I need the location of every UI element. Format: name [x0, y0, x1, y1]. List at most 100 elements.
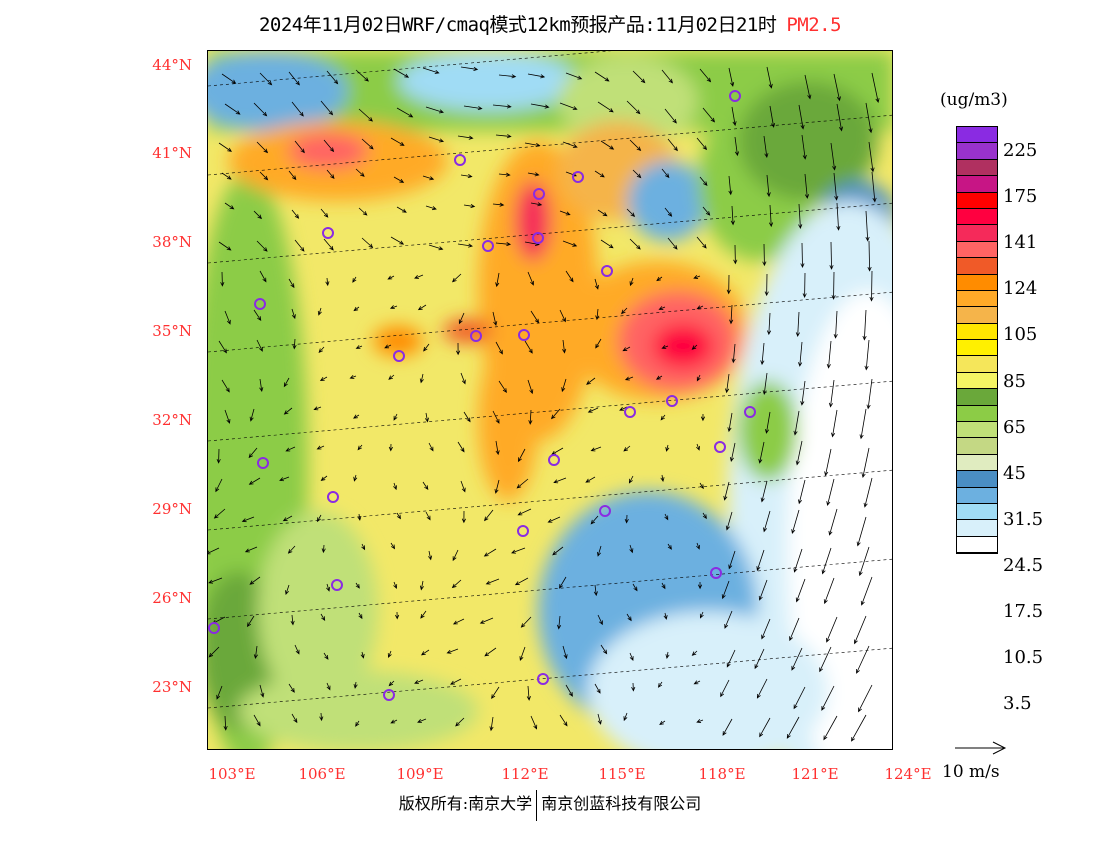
wind-arrow	[768, 204, 774, 228]
wind-arrow	[460, 480, 466, 493]
wind-arrow	[594, 71, 610, 82]
wind-arrow	[491, 686, 500, 700]
wind-arrow	[626, 208, 636, 217]
wind-arrow	[663, 612, 668, 620]
wind-arrow	[665, 651, 670, 659]
wind-arrow	[629, 238, 641, 250]
wind-arrow	[664, 108, 677, 124]
wind-arrow	[795, 578, 806, 603]
wind-arrow	[562, 141, 578, 148]
wind-arrow	[396, 107, 414, 118]
wind-arrow	[697, 581, 703, 590]
wind-arrow	[734, 136, 740, 157]
pm25-map	[207, 50, 893, 750]
wind-arrow	[422, 175, 435, 181]
wind-arrow	[798, 479, 806, 505]
wind-arrow	[821, 547, 832, 575]
color-bar-segment	[957, 307, 997, 324]
wind-arrow	[527, 379, 534, 395]
wind-arrow	[282, 515, 293, 522]
wind-arrow	[514, 577, 529, 586]
wind-arrow	[450, 678, 462, 685]
wind-arrow	[414, 274, 424, 279]
wind-arrow	[728, 175, 733, 196]
wind-arrow	[623, 445, 631, 452]
wind-arrow	[801, 134, 807, 160]
wind-arrow	[221, 172, 232, 180]
wind-arrow	[218, 241, 232, 251]
wind-arrow	[530, 715, 538, 730]
wind-arrow	[253, 210, 263, 220]
wind-arrow	[798, 104, 805, 130]
wind-arrow	[321, 544, 326, 554]
color-bar-segment	[957, 143, 997, 160]
wind-arrow	[425, 106, 444, 114]
wind-arrow	[793, 410, 800, 436]
wind-arrow	[414, 679, 424, 684]
wind-arrow	[626, 100, 641, 115]
wind-arrow	[422, 481, 429, 491]
wind-arrow	[498, 74, 517, 79]
city-marker-icon	[599, 505, 611, 517]
wind-arrow	[428, 550, 433, 561]
city-marker-icon	[729, 90, 741, 102]
wind-arrow	[699, 68, 712, 83]
wind-arrow	[833, 172, 839, 201]
wind-arrow	[208, 577, 223, 584]
wind-arrow	[384, 344, 392, 349]
pollutant-label: PM2.5	[786, 14, 842, 36]
wind-arrow	[360, 651, 365, 659]
wind-arrow	[859, 408, 867, 440]
color-bar-label: 65	[1003, 416, 1026, 438]
wind-arrow	[804, 173, 810, 199]
wind-arrow	[208, 646, 220, 658]
wind-arrow	[764, 411, 771, 434]
wind-arrow	[660, 474, 665, 483]
city-marker-icon	[454, 154, 466, 166]
city-marker-icon	[601, 265, 613, 277]
wind-arrow	[696, 443, 700, 451]
wind-arrow	[595, 338, 602, 349]
wind-arrow	[562, 339, 567, 354]
wind-arrow	[253, 645, 258, 660]
wind-arrow	[587, 407, 599, 413]
wind-arrow	[355, 69, 369, 82]
wind-vectors	[208, 66, 880, 742]
wind-arrow	[562, 240, 578, 247]
color-bar-segment	[957, 274, 997, 291]
wind-arrow	[693, 680, 701, 685]
lat-label: 44°N	[152, 56, 192, 74]
wind-arrow	[283, 377, 290, 388]
color-bar-segment	[957, 471, 997, 488]
wind-arrow	[530, 310, 540, 324]
wind-arrow	[492, 202, 505, 207]
copyright: 版权所有:南京大学 南京创蓝科技有限公司	[0, 790, 1100, 821]
wind-arrow	[224, 310, 231, 325]
city-marker-icon	[532, 232, 544, 244]
wind-arrow	[722, 718, 733, 736]
wind-arrow	[320, 475, 328, 482]
color-bar-segment	[957, 356, 997, 373]
wind-arrow	[867, 240, 872, 272]
wind-arrow	[559, 714, 568, 727]
wind-arrow	[869, 270, 874, 302]
wind-arrow	[871, 72, 880, 104]
wind-arrow	[733, 244, 738, 265]
wind-arrow	[519, 646, 526, 662]
wind-arrow	[826, 478, 835, 507]
wind-arrow	[355, 345, 363, 349]
concentration-field	[208, 51, 892, 749]
wind-arrow	[463, 105, 483, 111]
wind-arrow	[721, 580, 730, 600]
wind-arrow	[288, 71, 300, 86]
city-marker-icon	[383, 689, 395, 701]
city-marker-icon	[548, 454, 560, 466]
wind-arrow	[793, 548, 803, 573]
wind-arrow	[789, 617, 800, 642]
wind-arrow	[393, 482, 397, 491]
color-bar-segment	[957, 520, 997, 537]
wind-arrow	[220, 271, 225, 287]
wind-arrow	[868, 141, 875, 173]
wind-arrow	[349, 374, 357, 379]
wind-arrow	[871, 171, 877, 203]
